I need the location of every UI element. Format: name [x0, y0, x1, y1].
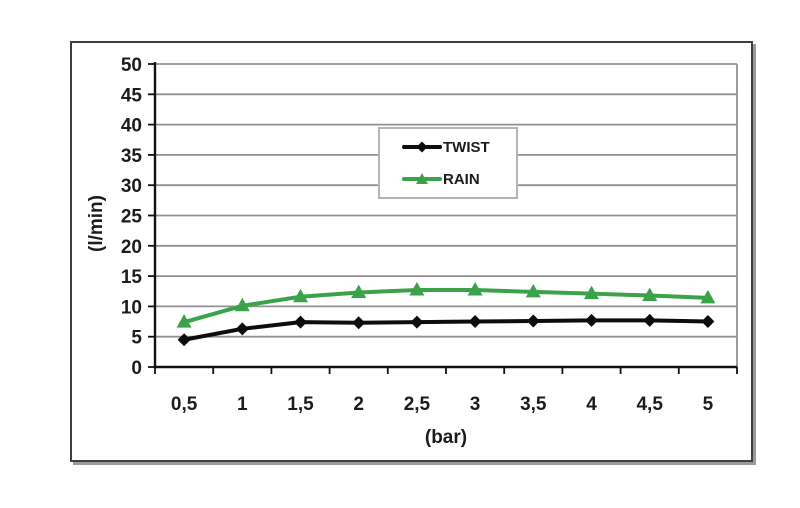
svg-text:15: 15: [121, 267, 143, 288]
svg-text:2: 2: [353, 394, 364, 415]
legend-label-twist: TWIST: [443, 138, 490, 156]
svg-text:10: 10: [121, 297, 142, 318]
svg-text:5: 5: [703, 394, 714, 415]
legend-label-rain: RAIN: [443, 170, 480, 188]
svg-text:(l/min): (l/min): [86, 195, 107, 252]
svg-text:5: 5: [131, 328, 142, 349]
legend: TWIST RAIN: [378, 127, 518, 199]
rain-line-marker-icon: [402, 173, 442, 184]
svg-text:45: 45: [121, 85, 143, 106]
svg-text:0: 0: [131, 358, 142, 379]
svg-text:25: 25: [121, 207, 143, 228]
svg-text:0,5: 0,5: [171, 394, 198, 415]
svg-text:50: 50: [121, 55, 142, 76]
svg-text:3: 3: [470, 394, 481, 415]
svg-text:1,5: 1,5: [287, 394, 314, 415]
svg-text:35: 35: [121, 146, 143, 167]
svg-text:20: 20: [121, 237, 142, 258]
svg-text:4: 4: [586, 394, 597, 415]
svg-text:4,5: 4,5: [636, 394, 663, 415]
svg-text:30: 30: [121, 176, 142, 197]
plot-svg: 0 5 10 15 20 25 30 35 40 45 50 0,5 1 1,5 2 2,5 3 3,5 4 4,5 5…: [86, 55, 738, 448]
svg-text:(bar): (bar): [425, 427, 467, 448]
legend-item-twist: TWIST: [402, 139, 516, 156]
chart-frame: 0 5 10 15 20 25 30 35 40 45 50 0,5 1 1,5 2 2,5 3 3,5 4 4,5 5…: [70, 41, 753, 462]
twist-line-marker-icon: [402, 141, 442, 153]
svg-text:2,5: 2,5: [404, 394, 431, 415]
svg-text:1: 1: [237, 394, 248, 415]
svg-text:3,5: 3,5: [520, 394, 547, 415]
svg-text:40: 40: [121, 116, 142, 137]
legend-item-rain: RAIN: [402, 171, 516, 188]
